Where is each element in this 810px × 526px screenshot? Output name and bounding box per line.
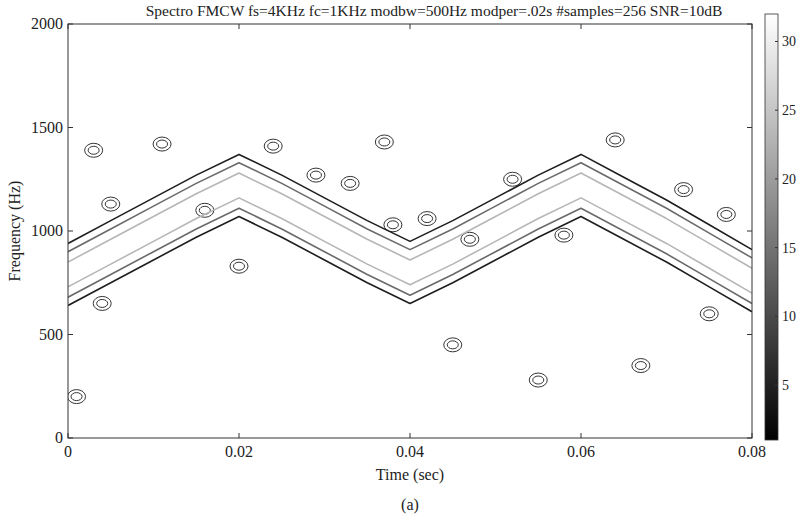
- y-tick: [68, 334, 73, 335]
- noise-contour: [88, 146, 99, 154]
- colorbar-tick-label: 10: [782, 309, 796, 324]
- y-tick-label: 500: [39, 326, 63, 343]
- colorbar-tick: [775, 178, 778, 179]
- x-tick: [410, 24, 411, 29]
- colorbar: [765, 14, 778, 440]
- noise-contour: [264, 139, 282, 153]
- colorbar-tick: [775, 41, 778, 42]
- noise-contour: [105, 200, 116, 208]
- plot-marks: [68, 133, 752, 404]
- y-tick-label: 0: [55, 429, 63, 446]
- noise-contour: [387, 221, 398, 229]
- noise-contour: [68, 390, 86, 404]
- noise-contour: [635, 362, 646, 370]
- chart: Spectro FMCW fs=4KHz fc=1KHz modbw=500Hz…: [0, 0, 810, 526]
- noise-contour: [93, 296, 111, 310]
- noise-contour: [606, 133, 624, 147]
- noise-contour: [345, 179, 356, 187]
- noise-contour: [444, 338, 462, 352]
- plot-bg: [68, 24, 752, 438]
- noise-contour: [234, 262, 245, 270]
- x-tick: [239, 24, 240, 29]
- colorbar-tick-label: 30: [782, 34, 796, 49]
- ridge-contour: [68, 198, 752, 293]
- y-tick: [68, 438, 73, 439]
- noise-contour: [153, 137, 171, 151]
- ridge-contour: [68, 208, 752, 303]
- y-axis-title: Frequency (Hz): [6, 181, 24, 282]
- noise-contour: [717, 207, 735, 221]
- y-tick: [68, 231, 73, 232]
- noise-contour: [341, 176, 359, 190]
- y-tick: [747, 231, 752, 232]
- y-tick: [747, 127, 752, 128]
- x-tick: [68, 24, 69, 29]
- x-tick: [752, 433, 753, 438]
- colorbar-tick-label: 20: [782, 172, 796, 187]
- noise-contour: [558, 231, 569, 239]
- noise-contour: [700, 307, 718, 321]
- x-tick-label: 0.06: [567, 443, 595, 460]
- x-tick-label: 0.04: [396, 443, 424, 460]
- noise-contour: [418, 212, 436, 226]
- y-tick: [747, 438, 752, 439]
- noise-contour: [721, 210, 732, 218]
- noise-contour: [375, 135, 393, 149]
- noise-contour: [307, 168, 325, 182]
- x-tick: [581, 433, 582, 438]
- x-tick: [581, 24, 582, 29]
- noise-contour: [268, 142, 279, 150]
- noise-contour: [529, 373, 547, 387]
- noise-contour: [675, 183, 693, 197]
- x-tick-label: 0.02: [225, 443, 253, 460]
- title: Spectro FMCW fs=4KHz fc=1KHz modbw=500Hz…: [146, 2, 723, 19]
- x-tick-label: 0: [64, 443, 72, 460]
- ridge-contour: [68, 154, 752, 249]
- noise-contour: [71, 393, 82, 401]
- colorbar-tick: [775, 385, 778, 386]
- y-tick-label: 1000: [31, 222, 63, 239]
- noise-contour: [504, 172, 522, 186]
- colorbar-tick-label: 5: [782, 378, 789, 393]
- noise-contour: [610, 136, 621, 144]
- colorbar-tick: [775, 110, 778, 111]
- noise-contour: [97, 299, 108, 307]
- caption: (a): [401, 496, 419, 514]
- y-tick-label: 2000: [31, 15, 63, 32]
- colorbar-tick-label: 25: [782, 103, 796, 118]
- y-tick: [747, 334, 752, 335]
- noise-contour: [533, 376, 544, 384]
- noise-contour: [632, 359, 650, 373]
- noise-contour: [422, 215, 433, 223]
- x-axis-title: Time (sec): [376, 466, 444, 484]
- y-tick: [68, 127, 73, 128]
- noise-contour: [507, 175, 518, 183]
- ridge-contour: [68, 217, 752, 312]
- noise-contour: [230, 259, 248, 273]
- noise-contour: [102, 197, 120, 211]
- colorbar-tick: [775, 316, 778, 317]
- y-tick-label: 1500: [31, 119, 63, 136]
- y-tick: [68, 24, 73, 25]
- colorbar-tick-label: 15: [782, 241, 796, 256]
- ridge-contour: [68, 173, 752, 268]
- y-tick: [747, 24, 752, 25]
- noise-contour: [678, 186, 689, 194]
- noise-contour: [157, 140, 168, 148]
- x-tick: [410, 433, 411, 438]
- x-tick-label: 0.08: [738, 443, 766, 460]
- noise-contour: [379, 138, 390, 146]
- colorbar-tick: [775, 247, 778, 248]
- x-tick: [752, 24, 753, 29]
- noise-contour: [704, 310, 715, 318]
- x-tick: [68, 433, 69, 438]
- x-tick: [239, 433, 240, 438]
- noise-contour: [447, 341, 458, 349]
- noise-contour: [464, 235, 475, 243]
- noise-contour: [310, 171, 321, 179]
- noise-contour: [555, 228, 573, 242]
- frame: [68, 24, 752, 438]
- noise-contour: [85, 143, 103, 157]
